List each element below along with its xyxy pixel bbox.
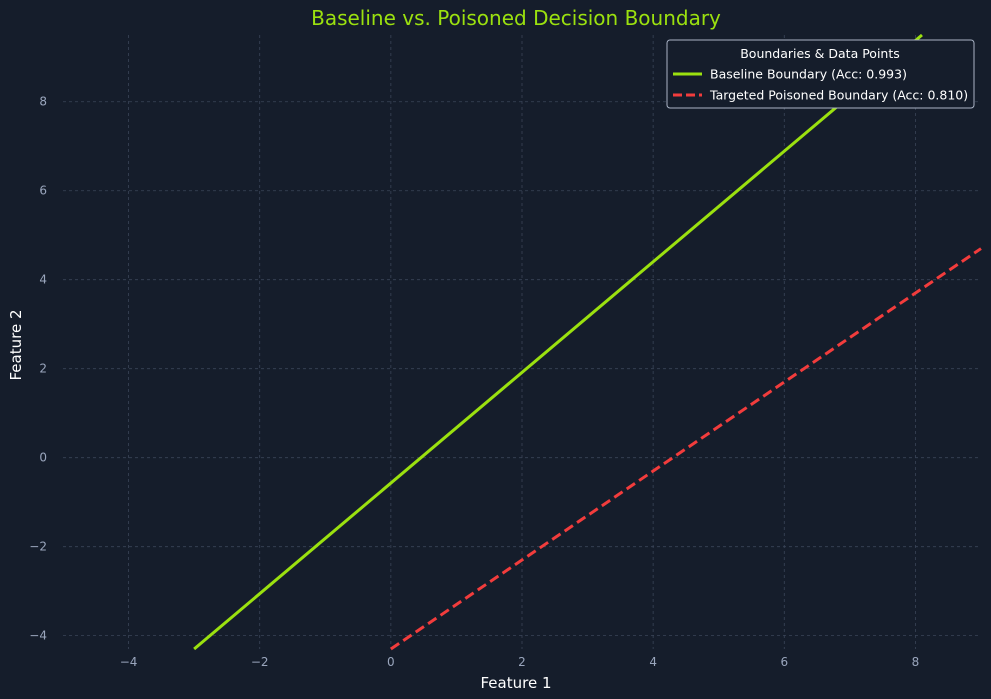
- x-axis-label: Feature 1: [481, 674, 552, 692]
- y-tick-label: 0: [39, 451, 47, 465]
- y-tick-label: 6: [39, 184, 47, 198]
- x-tick-label: 8: [912, 655, 920, 669]
- y-tick-label: 2: [39, 362, 47, 376]
- legend-entry-poisoned: Targeted Poisoned Boundary (Acc: 0.810): [709, 88, 968, 103]
- x-tick-label: 6: [780, 655, 788, 669]
- y-tick-label: −2: [29, 540, 47, 554]
- series-lines: [193, 33, 982, 651]
- y-axis-label: Feature 2: [7, 310, 25, 381]
- poisoned-boundary-line: [390, 247, 982, 651]
- y-tick-label: 4: [39, 273, 47, 287]
- legend-entry-baseline: Baseline Boundary (Acc: 0.993): [710, 67, 907, 82]
- y-tick-label: 8: [39, 95, 47, 109]
- y-tick-label: −4: [29, 629, 47, 643]
- x-tick-label: −2: [251, 655, 269, 669]
- x-tick-labels: −4 −2 0 2 4 6 8: [120, 655, 920, 669]
- x-tick-label: 4: [649, 655, 657, 669]
- legend-title: Boundaries & Data Points: [740, 46, 900, 61]
- legend-box: [666, 39, 975, 109]
- x-tick-label: 0: [387, 655, 395, 669]
- y-tick-labels: −4 −2 0 2 4 6 8: [29, 95, 47, 643]
- chart-title: Baseline vs. Poisoned Decision Boundary: [311, 6, 721, 30]
- baseline-boundary-line: [193, 33, 923, 651]
- x-tick-label: −4: [120, 655, 138, 669]
- x-tick-label: 2: [518, 655, 526, 669]
- legend: Boundaries & Data Points Baseline Bounda…: [666, 39, 975, 109]
- grid: [63, 35, 981, 649]
